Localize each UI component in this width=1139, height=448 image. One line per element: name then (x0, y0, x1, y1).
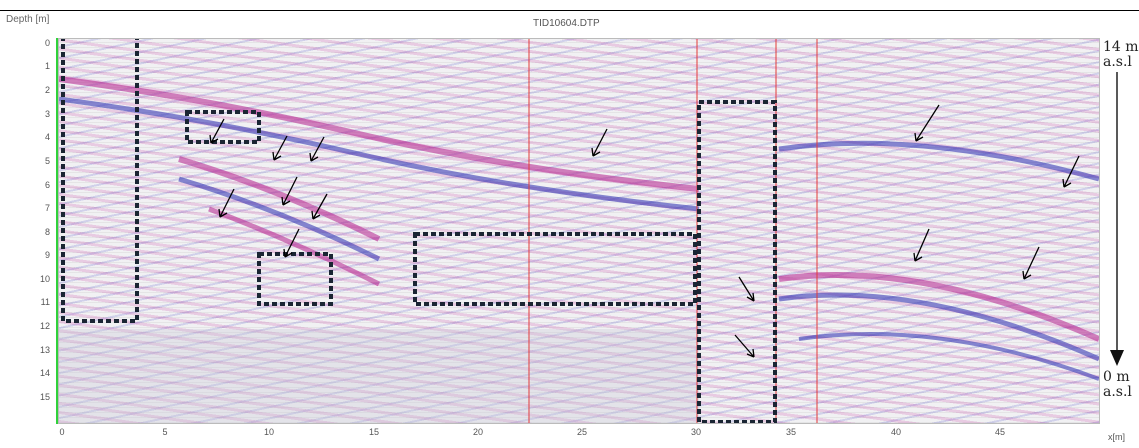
y-tick: 2 (44, 85, 50, 95)
noise-zone (59, 329, 699, 423)
y-tick: 10 (39, 274, 50, 284)
y-tick: 13 (39, 345, 50, 355)
y-tick: 11 (40, 297, 50, 307)
x-tick: 35 (785, 427, 796, 437)
anomaly-box (257, 252, 333, 306)
y-tick: 1 (44, 61, 50, 71)
anomaly-box (697, 100, 777, 423)
anomaly-box (61, 39, 139, 323)
x-tick: 20 (472, 427, 483, 437)
elevation-top-value: 14 m (1103, 39, 1139, 55)
y-tick: 7 (44, 203, 50, 213)
y-tick: 14 (39, 368, 50, 378)
x-tick: 15 (368, 427, 379, 437)
anomaly-box (413, 232, 697, 306)
y-tick: 8 (44, 227, 50, 237)
x-tick: 10 (263, 427, 274, 437)
top-border (0, 10, 1139, 11)
file-name-title: TID10604.DTP (533, 18, 600, 29)
x-tick: 40 (890, 427, 901, 437)
arrow-markers (209, 104, 1080, 358)
depth-axis-title: Depth [m] (6, 14, 50, 25)
x-tick: 5 (162, 427, 168, 437)
depth-arrow-icon (1110, 72, 1124, 366)
x-tick: 25 (576, 427, 587, 437)
elevation-bottom-ref: a.s.l (1103, 384, 1132, 400)
y-tick: 9 (44, 250, 50, 260)
start-marker-line (56, 38, 59, 424)
y-tick: 6 (44, 180, 50, 190)
elevation-bottom-value: 0 m (1103, 369, 1130, 385)
x-axis-unit: x[m] (1108, 432, 1125, 442)
y-tick: 15 (39, 392, 50, 402)
y-tick: 0 (44, 38, 50, 48)
elevation-top-ref: a.s.l (1103, 54, 1132, 70)
y-tick: 4 (44, 132, 50, 142)
x-tick: 45 (994, 427, 1005, 437)
y-tick: 5 (44, 156, 50, 166)
anomaly-box (185, 110, 261, 144)
y-tick: 12 (39, 321, 50, 331)
x-tick: 30 (690, 427, 701, 437)
radargram-section (58, 38, 1100, 424)
x-tick: 0 (59, 427, 65, 437)
y-tick: 3 (44, 109, 50, 119)
